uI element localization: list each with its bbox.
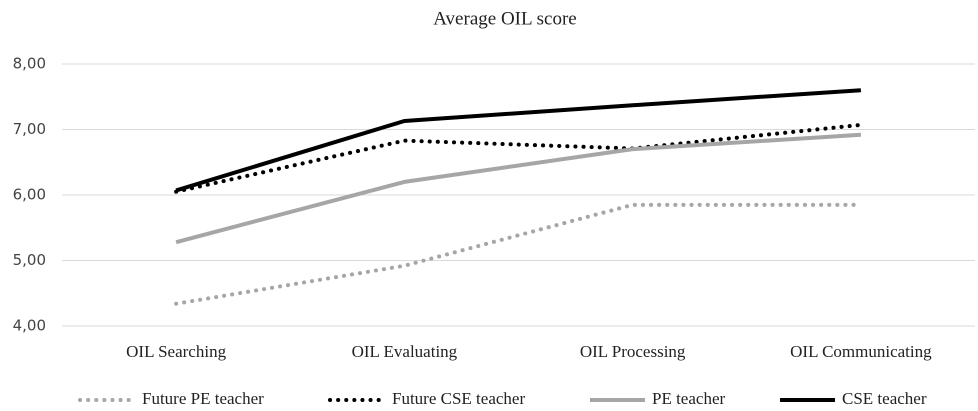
- x-tick-label: OIL Communicating: [790, 342, 932, 361]
- series-line: [175, 88, 862, 193]
- y-tick-label: 7,00: [13, 120, 46, 138]
- legend-label: PE teacher: [652, 389, 725, 408]
- y-tick-label: 8,00: [13, 55, 46, 73]
- series-line: [174, 202, 863, 306]
- legend-label: Future PE teacher: [142, 389, 264, 408]
- x-tick-label: OIL Processing: [580, 342, 686, 361]
- x-tick-label: OIL Searching: [126, 342, 226, 361]
- series-line: [174, 122, 863, 194]
- y-tick-label: 5,00: [13, 251, 46, 269]
- y-tick-label: 4,00: [13, 317, 46, 335]
- x-tick-label: OIL Evaluating: [352, 342, 458, 361]
- y-tick-label: 6,00: [13, 186, 46, 204]
- chart-title: Average OIL score: [433, 8, 576, 29]
- legend-label: Future CSE teacher: [392, 389, 525, 408]
- legend-label: CSE teacher: [842, 389, 927, 408]
- series-line: [175, 132, 862, 245]
